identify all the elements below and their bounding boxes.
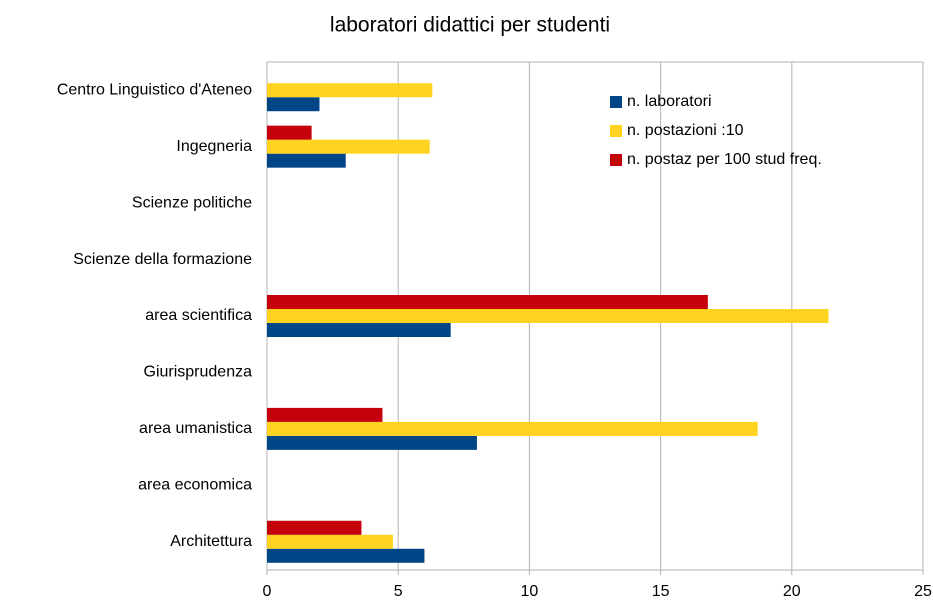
y-tick-label: area economica — [138, 477, 252, 494]
bar — [267, 421, 758, 436]
bar — [267, 295, 708, 309]
bar — [267, 520, 362, 535]
legend-swatch — [610, 125, 622, 137]
y-tick-label: Centro Linguistico d'Ateneo — [57, 81, 252, 98]
legend-label: n. postazioni :10 — [627, 122, 744, 139]
x-tick-label: 0 — [263, 583, 272, 600]
bar — [267, 153, 346, 168]
bar — [267, 139, 430, 154]
x-tick-label: 20 — [783, 583, 801, 600]
bar — [267, 83, 433, 98]
bar — [267, 97, 320, 112]
y-tick-label: area scientifica — [145, 307, 252, 324]
bar — [267, 435, 477, 450]
y-tick-label: area umanistica — [139, 420, 252, 437]
legend-swatch — [610, 96, 622, 108]
bar — [267, 407, 383, 422]
bar — [267, 125, 312, 140]
bar — [267, 323, 451, 337]
legend-label: n. laboratori — [627, 93, 712, 110]
legend-swatch — [610, 154, 622, 166]
y-tick-label: Scienze della formazione — [73, 251, 252, 268]
bar — [267, 548, 425, 563]
y-tick-label: Architettura — [170, 533, 252, 550]
y-tick-label: Giurisprudenza — [144, 364, 253, 381]
bar — [267, 534, 393, 549]
x-tick-label: 10 — [521, 583, 539, 600]
chart-title: laboratori didattici per studenti — [330, 14, 610, 37]
bar — [267, 309, 829, 323]
x-tick-label: 15 — [652, 583, 670, 600]
y-tick-label: Ingegneria — [176, 138, 252, 155]
x-tick-label: 5 — [394, 583, 403, 600]
x-tick-label: 25 — [914, 583, 932, 600]
y-tick-label: Scienze politiche — [132, 194, 252, 211]
legend-label: n. postaz per 100 stud freq. — [627, 151, 822, 168]
